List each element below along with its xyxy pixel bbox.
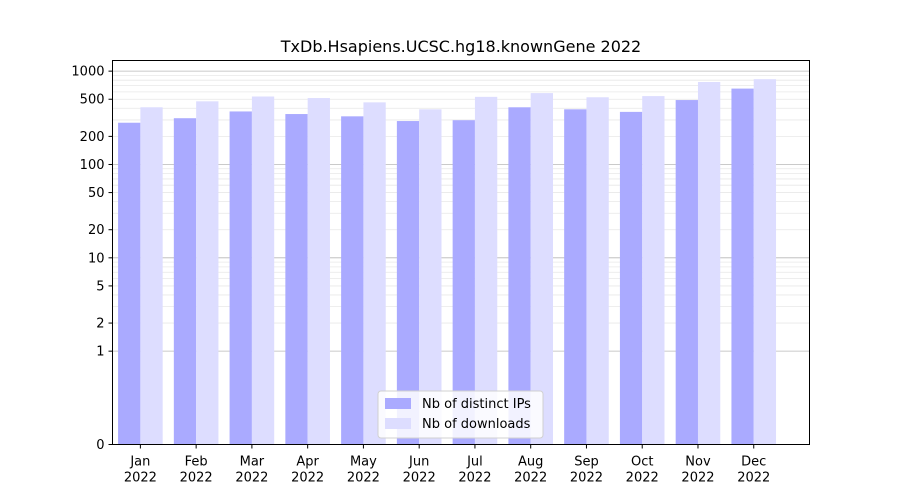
- x-tick-label-month: Mar: [240, 455, 265, 470]
- bar-ips: [452, 120, 475, 445]
- legend-swatch: [385, 418, 411, 429]
- x-tick-label-year: 2022: [180, 471, 213, 486]
- legend-box: [377, 390, 544, 439]
- x-tick-label-month: Feb: [185, 455, 208, 470]
- x-tick-label-year: 2022: [626, 471, 659, 486]
- bar-downloads: [196, 101, 219, 445]
- bar-downloads: [753, 79, 777, 445]
- x-tick-label-year: 2022: [570, 471, 603, 486]
- bar-downloads: [474, 96, 498, 445]
- y-tick-label: 100: [80, 158, 105, 173]
- y-tick-label: 500: [80, 93, 105, 108]
- x-tick-label-month: Jun: [408, 455, 429, 470]
- bar-ips: [396, 121, 420, 445]
- x-tick-label-year: 2022: [737, 471, 770, 486]
- x-tick-label-month: Oct: [631, 455, 653, 470]
- y-axis: 0 1 2 5 10 20 50 100 200 500 1000: [71, 65, 113, 453]
- y-tick-label: 200: [80, 130, 105, 145]
- bar-ips: [619, 111, 643, 445]
- bar-downloads: [251, 96, 275, 445]
- legend-swatch: [385, 398, 411, 409]
- bar-ips: [731, 88, 754, 445]
- y-tick-label: 0: [96, 438, 104, 453]
- x-tick-label-month: Jul: [466, 455, 483, 470]
- bar-downloads: [697, 81, 721, 445]
- x-tick-label-year: 2022: [403, 471, 436, 486]
- bar-ips: [341, 116, 364, 445]
- bar-downloads: [642, 96, 665, 445]
- x-tick-label-month: Nov: [685, 455, 711, 470]
- x-tick-label-year: 2022: [291, 471, 324, 486]
- x-axis: Jan2022Feb2022Mar2022Apr2022May2022Jun20…: [124, 444, 770, 486]
- bars: [118, 79, 777, 445]
- bar-ips: [229, 111, 252, 445]
- y-tick-label: 2: [96, 317, 104, 332]
- y-tick-label: 20: [88, 223, 105, 238]
- legend-label: Nb of downloads: [422, 417, 531, 432]
- bar-ips: [285, 114, 308, 445]
- x-tick-label-year: 2022: [681, 471, 714, 486]
- x-tick-label-month: Aug: [518, 455, 543, 470]
- x-tick-label-month: Sep: [574, 455, 599, 470]
- x-tick-label-month: Dec: [741, 455, 766, 470]
- legend-label: Nb of distinct IPs: [422, 397, 531, 412]
- bar-ips: [508, 107, 531, 445]
- x-tick-label-month: Jan: [129, 455, 150, 470]
- chart-title: TxDb.Hsapiens.UCSC.hg18.knownGene 2022: [280, 37, 641, 56]
- x-tick-label-year: 2022: [235, 471, 268, 486]
- bar-downloads: [586, 97, 609, 445]
- bar-downloads: [419, 109, 442, 445]
- plot-frame: [112, 60, 810, 445]
- x-tick-label-year: 2022: [458, 471, 491, 486]
- x-tick-label-year: 2022: [514, 471, 547, 486]
- bar-ips: [564, 109, 587, 445]
- bar-downloads: [530, 93, 554, 445]
- x-tick-label-year: 2022: [347, 471, 380, 486]
- bar-downloads: [363, 102, 386, 445]
- bar-downloads: [140, 107, 163, 445]
- bar-ips: [118, 122, 141, 445]
- x-tick-label-month: Apr: [296, 455, 319, 470]
- y-tick-label: 1000: [71, 65, 104, 80]
- y-tick-label: 50: [88, 186, 105, 201]
- x-tick-label-month: May: [350, 455, 377, 470]
- bar-ips: [675, 100, 698, 445]
- legend: Nb of distinct IPs Nb of downloads: [377, 390, 544, 439]
- y-tick-label: 10: [88, 251, 105, 266]
- y-tick-label: 5: [96, 279, 104, 294]
- y-tick-label: 1: [96, 345, 104, 360]
- bar-downloads: [307, 98, 330, 445]
- bar-ips: [173, 118, 197, 445]
- x-tick-label-year: 2022: [124, 471, 157, 486]
